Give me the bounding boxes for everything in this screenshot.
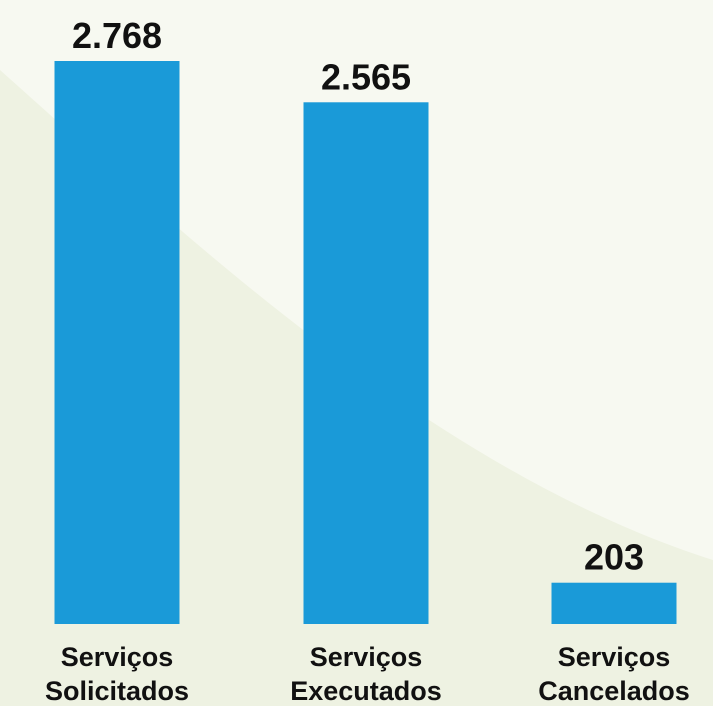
category-label-2: Serviços Executados [290,642,442,706]
category-label-line: Serviços [558,642,671,672]
category-label-line: Executados [290,676,442,706]
category-label-3: Serviços Cancelados [538,642,690,706]
bar-1 [54,61,180,624]
bar-3 [551,582,677,624]
category-label-line: Serviços [310,642,423,672]
category-label-1: Serviços Solicitados [45,642,189,706]
value-label-3: 203 [584,537,644,578]
category-label-line: Serviços [61,642,174,672]
value-labels-layer: 2.768 2.565 203 [72,15,644,578]
value-label-1: 2.768 [72,15,162,56]
category-label-line: Solicitados [45,676,189,706]
bar-2 [303,102,429,625]
bars-layer [54,61,677,625]
category-label-line: Cancelados [538,676,690,706]
value-label-2: 2.565 [321,56,411,97]
